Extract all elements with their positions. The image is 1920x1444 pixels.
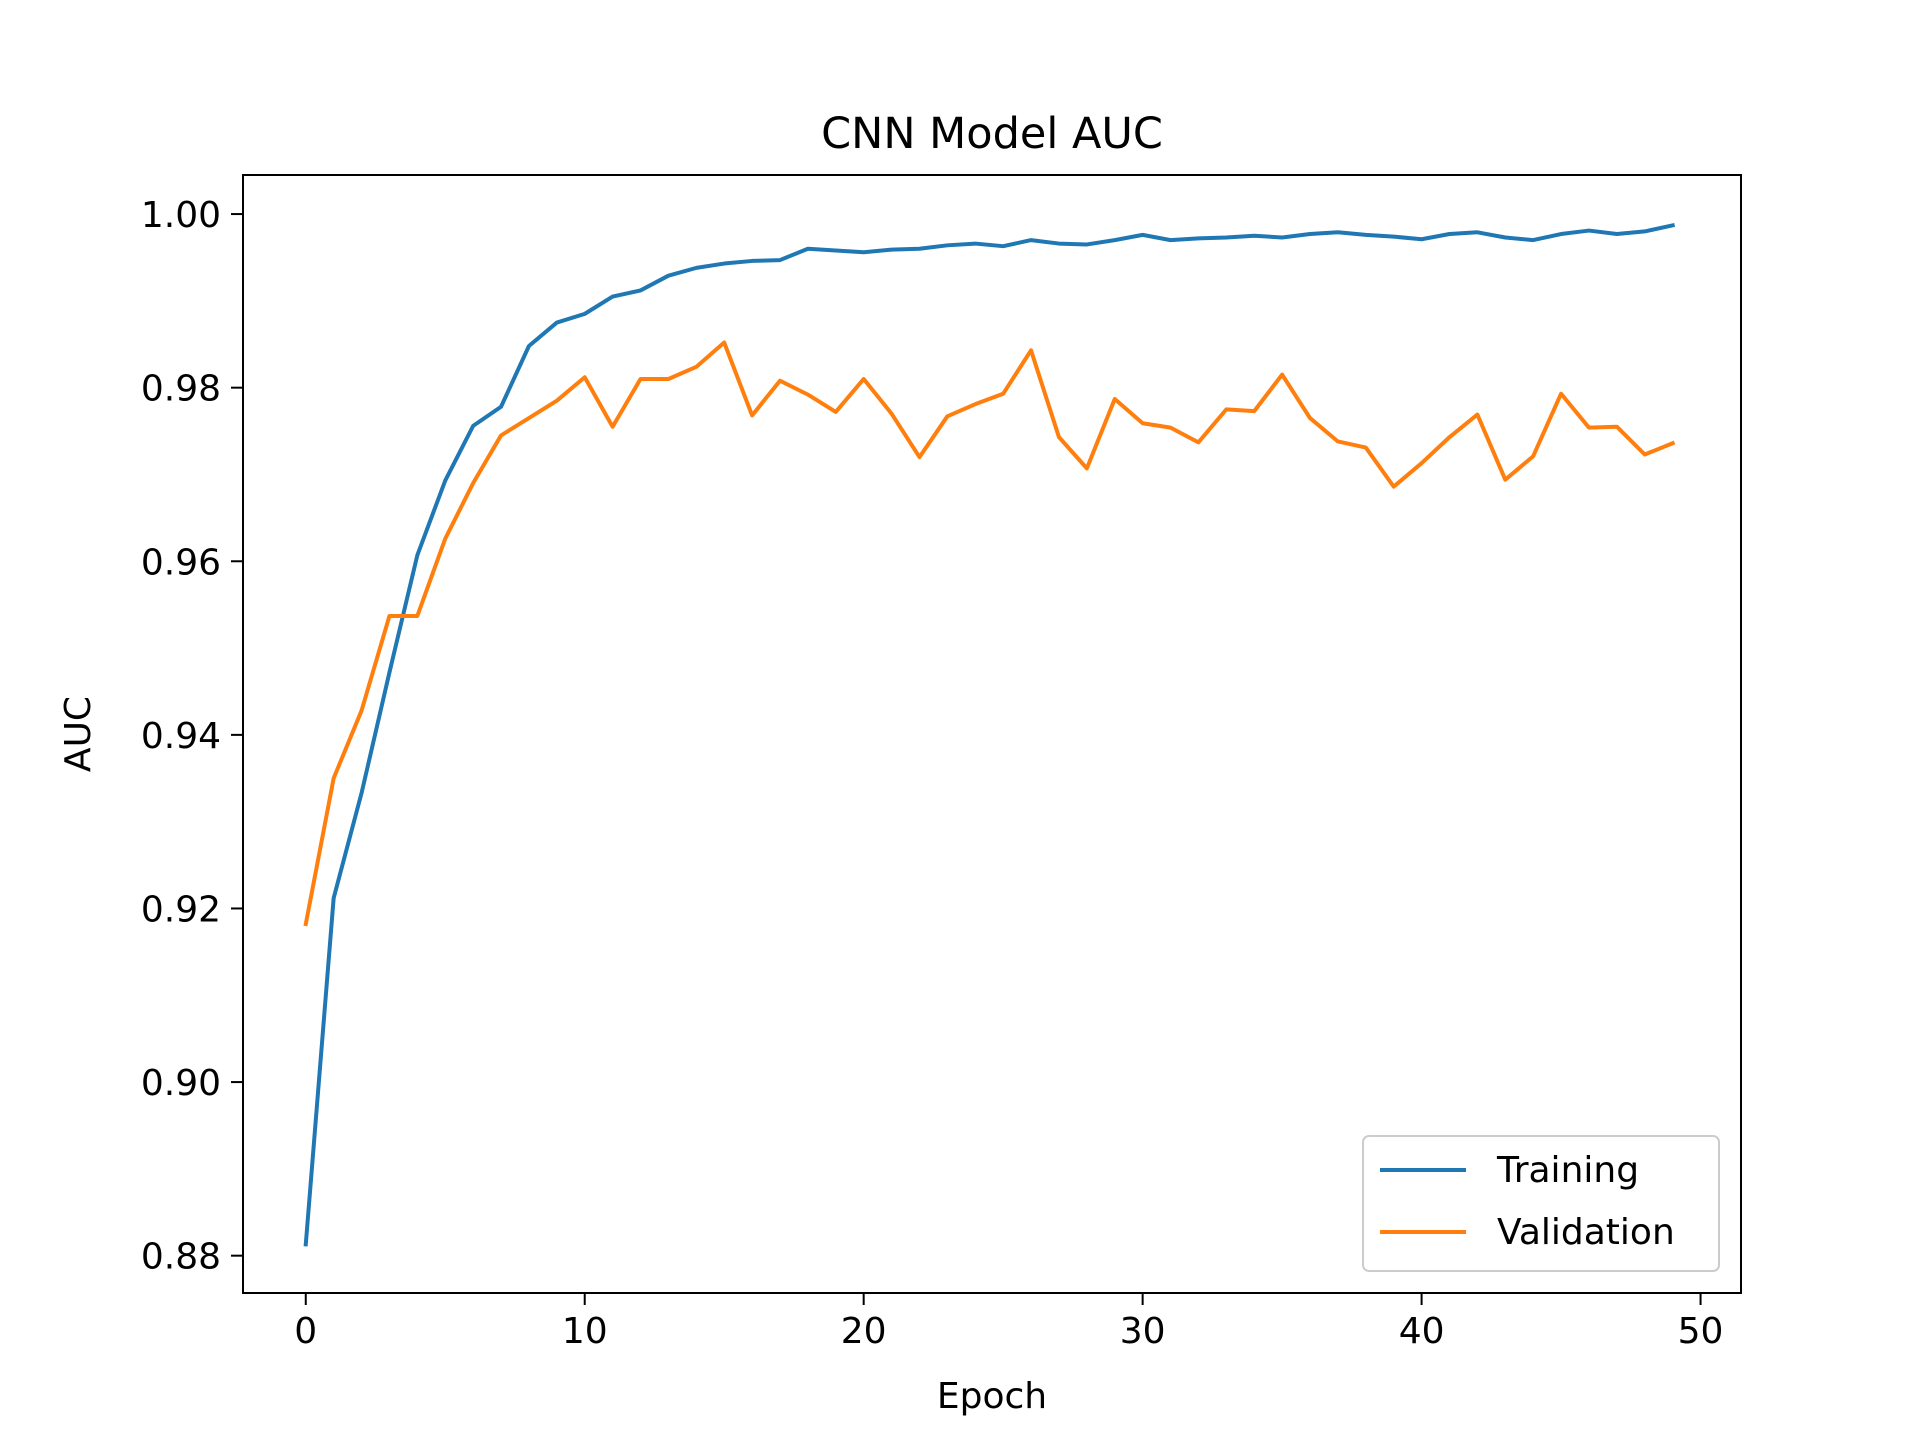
y-tick-label: 1.00 xyxy=(141,195,221,236)
y-tick-label: 0.98 xyxy=(141,369,221,410)
x-tick-label: 10 xyxy=(562,1311,608,1352)
series-line-validation xyxy=(303,340,1676,927)
chart-title: CNN Model AUC xyxy=(821,109,1163,159)
legend-label-training: Training xyxy=(1496,1150,1639,1191)
x-tick-label: 40 xyxy=(1399,1311,1445,1352)
y-tick-label: 0.94 xyxy=(141,716,221,757)
x-tick-label: 50 xyxy=(1678,1311,1724,1352)
y-tick-label: 0.88 xyxy=(141,1237,221,1278)
y-axis: 0.88 0.90 0.92 0.94 0.96 0.98 1.00 xyxy=(141,195,243,1278)
x-tick-label: 30 xyxy=(1120,1311,1166,1352)
plot-area xyxy=(303,222,1676,1247)
x-tick-label: 20 xyxy=(841,1311,887,1352)
y-axis-label: AUC xyxy=(58,696,99,772)
series-line-training xyxy=(303,222,1676,1247)
legend: Training Validation xyxy=(1362,1135,1720,1272)
y-tick-label: 0.92 xyxy=(141,889,221,930)
x-axis-label: Epoch xyxy=(937,1376,1047,1417)
y-tick-label: 0.90 xyxy=(141,1063,221,1104)
x-tick-label: 0 xyxy=(294,1311,317,1352)
y-tick-label: 0.96 xyxy=(141,542,221,583)
x-axis: 0 10 20 30 40 50 xyxy=(294,1293,1723,1352)
legend-label-validation: Validation xyxy=(1497,1212,1675,1253)
